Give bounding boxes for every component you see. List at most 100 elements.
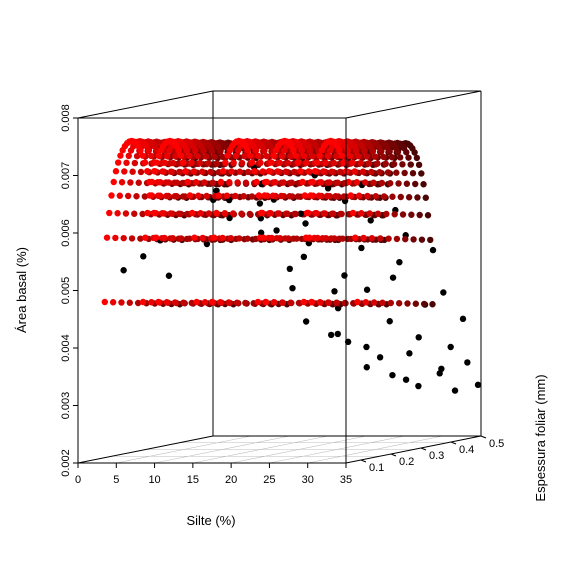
fitted-point	[219, 234, 226, 242]
fitted-point	[405, 154, 412, 161]
fitted-point	[208, 148, 216, 155]
fitted-point	[403, 149, 410, 156]
z-tick-label: 0.003	[60, 392, 72, 420]
fitted-point	[378, 179, 386, 187]
fitted-point	[278, 152, 286, 160]
fitted-point	[307, 192, 314, 199]
fitted-point	[230, 159, 237, 167]
fitted-point	[317, 179, 325, 186]
fitted-point	[338, 210, 345, 218]
fitted-point	[393, 169, 400, 176]
fitted-point	[303, 159, 310, 167]
y-tick-mark	[480, 435, 487, 439]
fitted-point	[358, 210, 365, 217]
fitted-point	[192, 147, 199, 154]
fitted-point	[353, 147, 360, 154]
fitted-point	[281, 235, 289, 242]
x-tick-label: 25	[263, 474, 275, 486]
fitted-point	[259, 168, 266, 175]
fitted-point	[117, 152, 124, 159]
fitted-point	[236, 168, 244, 175]
fitted-point	[219, 168, 227, 175]
fitted-point	[292, 152, 300, 159]
fitted-point	[201, 179, 208, 186]
fitted-point	[238, 159, 246, 167]
fitted-point	[395, 180, 402, 187]
fitted-point	[211, 153, 218, 160]
fitted-point	[302, 234, 310, 241]
observed-point	[438, 365, 445, 372]
fitted-point	[173, 179, 181, 186]
fitted-point	[123, 159, 130, 167]
x-tick-label: 0	[75, 474, 81, 486]
fitted-point	[125, 152, 132, 160]
fitted-point	[376, 169, 383, 176]
fitted-point	[265, 234, 272, 242]
fitted-point	[404, 300, 411, 307]
fitted-point	[259, 209, 266, 217]
fitted-point	[146, 192, 153, 199]
fitted-point	[175, 210, 183, 217]
fitted-point	[169, 159, 177, 167]
fitted-point	[228, 168, 235, 175]
fitted-point	[385, 235, 392, 242]
fitted-point	[112, 168, 120, 175]
fitted-point	[180, 299, 187, 306]
fitted-point	[405, 194, 413, 201]
observed-point	[429, 246, 437, 254]
fitted-point	[215, 192, 222, 199]
fitted-point	[290, 147, 297, 154]
x-tick-label: 30	[302, 474, 314, 486]
fitted-point	[332, 193, 339, 200]
observed-point	[363, 343, 370, 351]
fitted-point	[424, 212, 432, 219]
fitted-point	[159, 210, 166, 217]
fitted-point	[198, 168, 206, 175]
fitted-point	[324, 152, 332, 160]
fitted-point	[363, 153, 371, 160]
x-tick-label: 35	[340, 474, 352, 486]
fitted-point	[267, 210, 274, 217]
observed-point	[406, 350, 413, 357]
fitted-point	[275, 210, 283, 217]
fitted-point	[141, 159, 149, 166]
fitted-point	[418, 236, 426, 243]
fitted-point	[368, 234, 376, 242]
fitted-point	[370, 179, 377, 186]
fitted-point	[284, 159, 292, 167]
fitted-point	[171, 299, 179, 306]
fitted-point	[199, 234, 206, 242]
fitted-point	[308, 298, 315, 306]
floor-grid	[77, 435, 482, 464]
fitted-point	[410, 236, 417, 243]
fitted-point	[232, 152, 240, 160]
fitted-point	[402, 235, 409, 243]
fitted-point	[203, 192, 210, 200]
observed-point	[358, 244, 365, 252]
fitted-point	[186, 235, 193, 242]
fitted-point	[408, 211, 415, 218]
fitted-point	[386, 148, 393, 155]
fitted-point	[270, 299, 278, 306]
fitted-point	[349, 159, 356, 167]
fitted-point	[380, 193, 388, 200]
fitted-point	[115, 159, 122, 166]
y-axis-title: Espessura foliar (mm)	[533, 374, 548, 501]
fitted-point	[154, 192, 162, 199]
fitted-point	[242, 179, 250, 186]
fitted-point	[357, 159, 364, 167]
fitted-point	[244, 235, 251, 242]
fitted-point	[217, 299, 224, 306]
fitted-point	[121, 168, 128, 175]
box-edge	[77, 435, 214, 464]
fitted-point	[395, 300, 403, 307]
fitted-point	[307, 147, 314, 154]
z-tick-label: 0.005	[60, 277, 72, 305]
fitted-point	[118, 299, 125, 306]
fitted-point	[141, 193, 149, 200]
fitted-point	[372, 193, 379, 200]
fitted-point	[311, 168, 319, 175]
fitted-point	[139, 298, 147, 306]
fitted-point	[186, 152, 193, 160]
y-tick-label: 0.2	[399, 456, 414, 468]
